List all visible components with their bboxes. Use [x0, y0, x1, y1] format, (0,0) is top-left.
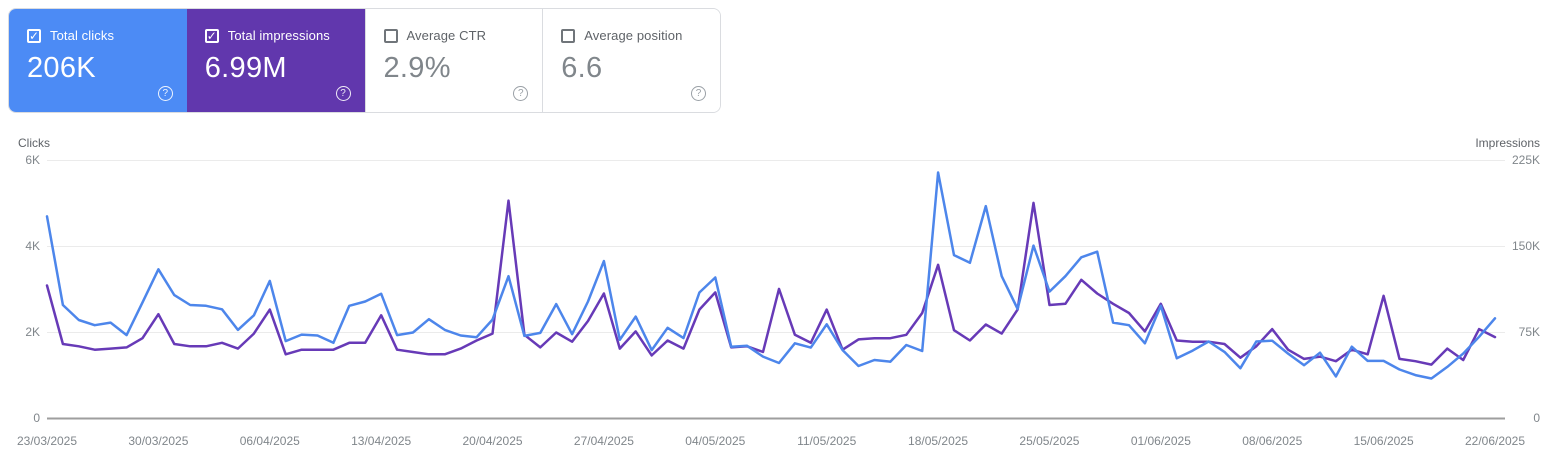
total-clicks-help-icon[interactable]: ? — [157, 86, 173, 101]
total-impressions-help-icon[interactable]: ? — [335, 86, 351, 101]
average-position-help-icon[interactable]: ? — [691, 86, 706, 101]
clicks-line[interactable] — [45, 171, 1497, 380]
card-total-impressions[interactable]: ✓ Total impressions 6.99M ? — [186, 9, 365, 112]
average-ctr-help-icon[interactable]: ? — [513, 86, 529, 101]
average-position-checkbox[interactable] — [561, 28, 576, 43]
metric-cards: ✓ Total clicks 206K ? ✓ Total impression… — [8, 8, 721, 113]
total-impressions-checkbox[interactable]: ✓ — [204, 28, 219, 43]
average-ctr-value: 2.9% — [383, 52, 451, 84]
card-average-position[interactable]: Average position 6.6 ? — [542, 9, 720, 112]
total-impressions-label: Total impressions — [227, 28, 330, 43]
total-clicks-label: Total clicks — [50, 28, 115, 43]
average-position-label: Average position — [584, 28, 683, 43]
average-ctr-checkbox[interactable] — [383, 28, 398, 43]
total-impressions-value: 6.99M — [204, 52, 287, 84]
card-average-ctr[interactable]: Average CTR 2.9% ? — [364, 9, 543, 112]
average-position-value: 6.6 — [561, 52, 603, 84]
impressions-line[interactable] — [45, 199, 1497, 366]
total-clicks-value: 206K — [27, 52, 96, 84]
total-clicks-checkbox[interactable]: ✓ — [27, 28, 41, 43]
card-total-clicks[interactable]: ✓ Total clicks 206K ? — [9, 9, 187, 112]
average-ctr-label: Average CTR — [406, 28, 487, 43]
